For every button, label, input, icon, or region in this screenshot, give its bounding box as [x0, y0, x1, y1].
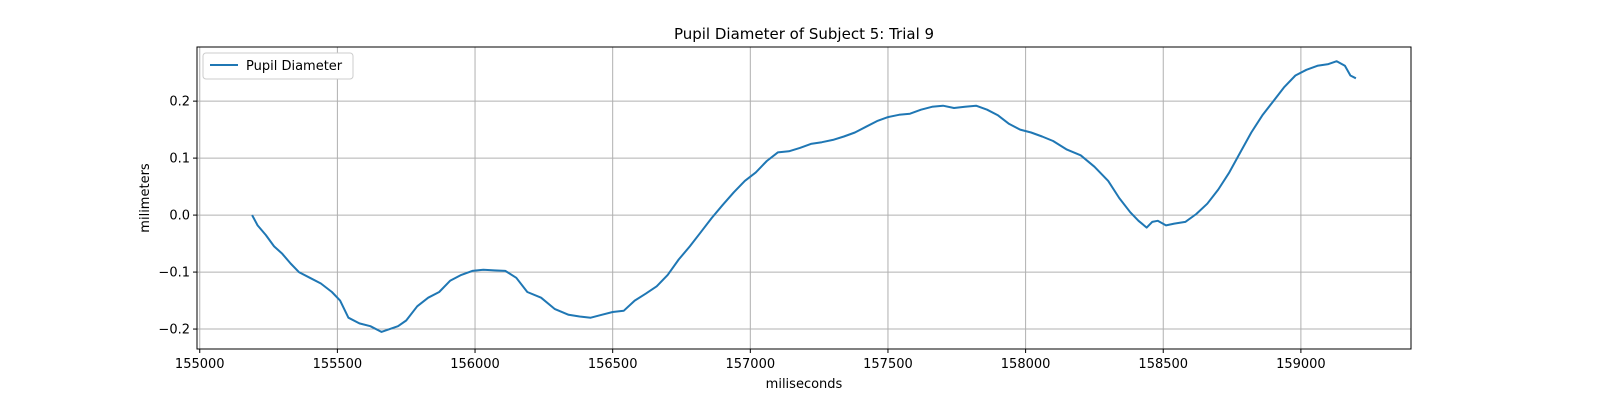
x-axis-label: miliseconds	[766, 377, 843, 392]
x-tick-label: 157500	[863, 357, 913, 372]
plot-frame	[196, 46, 1412, 350]
x-tick-label: 159000	[1276, 357, 1326, 372]
legend-label: Pupil Diameter	[246, 59, 343, 74]
x-tick-label: 156000	[450, 357, 500, 372]
grid	[197, 47, 1411, 349]
x-tick-label: 158000	[1001, 357, 1051, 372]
series-line	[251, 60, 1357, 333]
series-layer	[251, 60, 1357, 333]
x-tick-label: 156500	[588, 357, 638, 372]
legend-box	[202, 52, 354, 80]
y-axis-label: milimeters	[138, 163, 153, 233]
y-tick-label: 0.1	[169, 152, 190, 167]
y-tick-label: −0.1	[158, 266, 190, 281]
y-tick-label: 0.0	[169, 209, 190, 224]
x-tick-label: 155500	[313, 357, 363, 372]
x-tick-label: 158500	[1138, 357, 1188, 372]
legend: Pupil Diameter	[202, 52, 354, 80]
chart-title: Pupil Diameter of Subject 5: Trial 9	[674, 25, 934, 43]
y-axis: −0.2 −0.1 0.0 0.1 0.2	[158, 95, 197, 338]
y-tick-label: −0.2	[158, 323, 190, 338]
x-tick-label: 157000	[725, 357, 775, 372]
y-tick-label: 0.2	[169, 95, 190, 110]
x-tick-label: 155000	[175, 357, 225, 372]
x-axis: 155000 155500 156000 156500 157000 157500 1580…	[175, 349, 1326, 372]
